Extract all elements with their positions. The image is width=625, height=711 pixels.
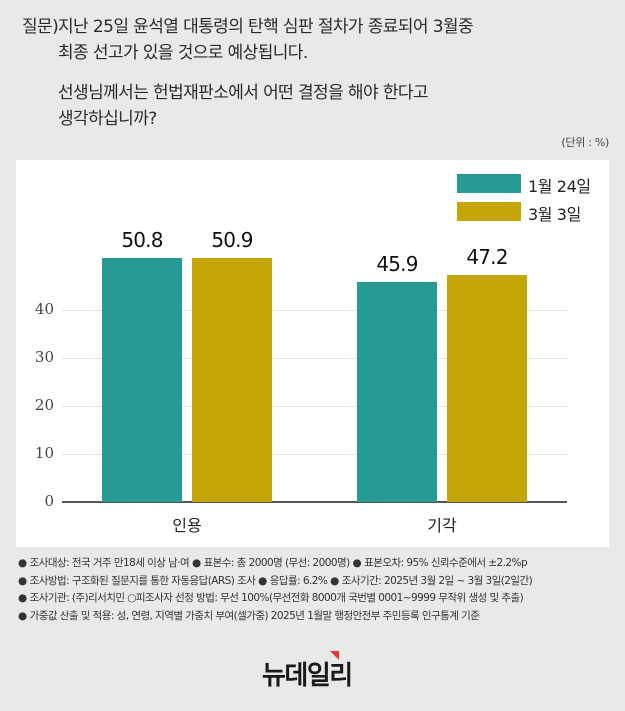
bar-gigak-series-2: [447, 275, 527, 502]
note-item: 조사대상: 전국 거주 만18세 이상 남·여: [29, 557, 192, 569]
bar-value-label: 50.9: [211, 227, 253, 252]
bullet-icon: ●: [18, 592, 27, 604]
legend-label-series-2: 3월 3일: [528, 205, 581, 224]
bar-value-label: 50.8: [121, 228, 163, 253]
legend-swatch-series-1: [457, 174, 521, 193]
bar-gigak-series-1: [357, 281, 437, 502]
x-axis-line: [62, 501, 567, 503]
question-line-2: 최종 선고가 있을 것으로 예상됩니다.: [58, 43, 308, 63]
y-tick-label: 20: [34, 396, 54, 414]
note-item: 조사방법: 구조화된 질문지를 통한 자동응답(ARS) 조사: [29, 574, 259, 587]
y-tick-label: 0: [44, 492, 54, 510]
note-item: 조사기간: 2025년 3월 2일 ~ 3월 3일(2일간): [341, 574, 533, 587]
gridline: [62, 358, 567, 359]
x-category-label: 기각: [427, 516, 457, 535]
bar-value-label: 45.9: [376, 251, 418, 276]
survey-notes: ● 조사대상: 전국 거주 만18세 이상 남·여 ● 표본수: 총 2000명 (…: [18, 555, 618, 625]
logo-accent-icon: [330, 651, 339, 660]
gridline: [62, 406, 567, 407]
legend-swatch-series-2: [457, 202, 521, 221]
note-line: ● 조사대상: 전국 거주 만18세 이상 남·여 ● 표본수: 총 2000명 (…: [18, 555, 618, 573]
gridline: [62, 454, 567, 455]
gridline: [62, 310, 567, 311]
note-line: ● 가중값 산출 및 적용: 성, 연령, 지역별 가중치 부여(셀가중) 202…: [18, 608, 618, 626]
bullet-icon: ●: [258, 574, 267, 587]
legend-label-series-1: 1월 24일: [528, 177, 591, 196]
note-item: 조사기관: (주)리서치민 ○피조사자 선정 방법: 무선 100%(무선전화 …: [29, 592, 524, 604]
bullet-icon: ●: [18, 557, 27, 569]
bar-inyong-series-2: [192, 257, 272, 502]
note-item: 가중값 산출 및 적용: 성, 연령, 지역별 가중치 부여(셀가중) 2025…: [29, 609, 480, 622]
note-item: 표본오차: 95% 신뢰수준에서 ±2.2%p: [364, 557, 528, 569]
y-tick-label: 10: [34, 444, 54, 462]
bullet-icon: ●: [191, 557, 201, 569]
note-item: 응답률: 6.2%: [269, 574, 331, 587]
bullet-icon: ●: [352, 557, 362, 569]
question-line-3: 선생님께서는 헌법재판소에서 어떤 결정을 해야 한다고: [58, 83, 429, 103]
note-line: ● 조사방법: 구조화된 질문지를 통한 자동응답(ARS) 조사 ● 응답률: 6…: [18, 573, 618, 591]
question-line-1: 지난 25일 윤석열 대통령의 탄핵 심판 절차가 종료되어 3월중: [58, 17, 474, 37]
y-tick-label: 30: [34, 348, 54, 366]
bullet-icon: ●: [18, 574, 27, 587]
note-line: ● 조사기관: (주)리서치민 ○피조사자 선정 방법: 무선 100%(무선전화…: [18, 590, 618, 608]
bullet-icon: ●: [18, 609, 27, 622]
bar-chart: 0 10 20 30 40 50.8 50.9 인용 45.9 47.2 기각 1월 24일 3월 3일: [16, 160, 609, 547]
bar-inyong-series-1: [102, 258, 182, 502]
note-item: 표본수: 총 2000명 (무선: 2000명): [203, 557, 353, 569]
unit-label: (단위 : %): [561, 136, 609, 149]
question-prefix: 질문): [22, 17, 59, 37]
chart-panel: 0 10 20 30 40 50.8 50.9 인용 45.9 47.2 기각 1월 24일 3월 3일: [16, 160, 609, 547]
y-tick-label: 40: [34, 300, 54, 318]
newdaily-logo: 뉴데일리: [262, 661, 353, 691]
x-category-label: 인용: [172, 516, 202, 535]
question-line-4: 생각하십니까?: [58, 109, 157, 129]
bar-value-label: 47.2: [466, 245, 508, 270]
bullet-icon: ●: [330, 574, 339, 587]
